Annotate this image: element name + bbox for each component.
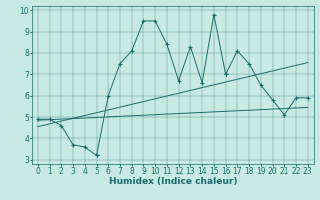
X-axis label: Humidex (Indice chaleur): Humidex (Indice chaleur) bbox=[108, 177, 237, 186]
